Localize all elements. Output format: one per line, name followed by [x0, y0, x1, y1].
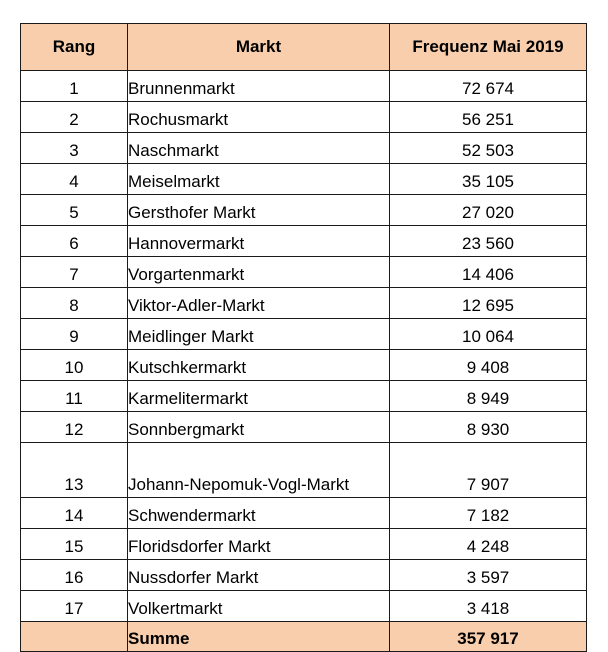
- table-row: 1 Brunnenmarkt 72 674: [20, 70, 587, 102]
- rank-cell: 9: [20, 318, 128, 350]
- sum-label: Summe: [127, 621, 390, 652]
- frequency-cell: 10 064: [389, 318, 587, 350]
- market-cell: Brunnenmarkt: [127, 70, 390, 102]
- frequency-cell: 8 930: [389, 411, 587, 443]
- frequency-cell: 52 503: [389, 132, 587, 164]
- table-row: 2 Rochusmarkt 56 251: [20, 101, 587, 133]
- header-market: Markt: [127, 23, 390, 71]
- market-cell: Gersthofer Markt: [127, 194, 390, 226]
- market-cell: Karmelitermarkt: [127, 380, 390, 412]
- market-cell: Kutschkermarkt: [127, 349, 390, 381]
- table-footer: Summe 357 917: [20, 621, 587, 652]
- rank-cell: 6: [20, 225, 128, 257]
- table-row: 5 Gersthofer Markt 27 020: [20, 194, 587, 226]
- frequency-cell: 7 907: [389, 442, 587, 498]
- market-cell: Naschmarkt: [127, 132, 390, 164]
- market-cell: Nussdorfer Markt: [127, 559, 390, 591]
- frequency-cell: 72 674: [389, 70, 587, 102]
- frequency-cell: 7 182: [389, 497, 587, 529]
- table-row: 15 Floridsdorfer Markt 4 248: [20, 528, 587, 560]
- rank-cell: 8: [20, 287, 128, 319]
- table-row: 14 Schwendermarkt 7 182: [20, 497, 587, 529]
- frequency-cell: 27 020: [389, 194, 587, 226]
- frequency-cell: 4 248: [389, 528, 587, 560]
- market-frequency-table: Rang Markt Frequenz Mai 2019 1 Brunnenma…: [20, 23, 587, 652]
- table-row: 4 Meiselmarkt 35 105: [20, 163, 587, 195]
- rank-cell: 17: [20, 590, 128, 622]
- rank-cell: 16: [20, 559, 128, 591]
- rank-cell: 7: [20, 256, 128, 288]
- rank-cell: 11: [20, 380, 128, 412]
- frequency-cell: 14 406: [389, 256, 587, 288]
- sum-rank-cell: [20, 621, 128, 652]
- market-cell: Viktor-Adler-Markt: [127, 287, 390, 319]
- table-row: 9 Meidlinger Markt 10 064: [20, 318, 587, 350]
- table-row: 17 Volkertmarkt 3 418: [20, 590, 587, 622]
- frequency-cell: 35 105: [389, 163, 587, 195]
- rank-cell: 10: [20, 349, 128, 381]
- table-row: 16 Nussdorfer Markt 3 597: [20, 559, 587, 591]
- table-row: 10 Kutschkermarkt 9 408: [20, 349, 587, 381]
- sum-total: 357 917: [389, 621, 587, 652]
- market-cell: Sonnbergmarkt: [127, 411, 390, 443]
- frequency-cell: 23 560: [389, 225, 587, 257]
- market-cell: Hannovermarkt: [127, 225, 390, 257]
- frequency-cell: 12 695: [389, 287, 587, 319]
- rank-cell: 13: [20, 442, 128, 498]
- table-row: 8 Viktor-Adler-Markt 12 695: [20, 287, 587, 319]
- header-frequency: Frequenz Mai 2019: [389, 23, 587, 71]
- table-row: 12 Sonnbergmarkt 8 930: [20, 411, 587, 443]
- rank-cell: 15: [20, 528, 128, 560]
- table-row: 7 Vorgartenmarkt 14 406: [20, 256, 587, 288]
- header-rank: Rang: [20, 23, 128, 71]
- table-row: 11 Karmelitermarkt 8 949: [20, 380, 587, 412]
- market-cell: Meiselmarkt: [127, 163, 390, 195]
- sum-row: Summe 357 917: [20, 621, 587, 652]
- market-cell: Meidlinger Markt: [127, 318, 390, 350]
- frequency-cell: 56 251: [389, 101, 587, 133]
- rank-cell: 12: [20, 411, 128, 443]
- frequency-cell: 3 418: [389, 590, 587, 622]
- table-row: 3 Naschmarkt 52 503: [20, 132, 587, 164]
- market-cell: Floridsdorfer Markt: [127, 528, 390, 560]
- market-cell: Rochusmarkt: [127, 101, 390, 133]
- table-row: 13 Johann-Nepomuk-Vogl-Markt 7 907: [20, 442, 587, 498]
- rank-cell: 14: [20, 497, 128, 529]
- frequency-cell: 3 597: [389, 559, 587, 591]
- rank-cell: 5: [20, 194, 128, 226]
- header-row: Rang Markt Frequenz Mai 2019: [20, 23, 587, 71]
- frequency-cell: 9 408: [389, 349, 587, 381]
- rank-cell: 3: [20, 132, 128, 164]
- market-cell: Schwendermarkt: [127, 497, 390, 529]
- rank-cell: 2: [20, 101, 128, 133]
- market-cell: Johann-Nepomuk-Vogl-Markt: [127, 442, 390, 498]
- market-cell: Vorgartenmarkt: [127, 256, 390, 288]
- rank-cell: 1: [20, 70, 128, 102]
- rank-cell: 4: [20, 163, 128, 195]
- table-row: 6 Hannovermarkt 23 560: [20, 225, 587, 257]
- market-cell: Volkertmarkt: [127, 590, 390, 622]
- frequency-cell: 8 949: [389, 380, 587, 412]
- table-header: Rang Markt Frequenz Mai 2019: [20, 23, 587, 71]
- table-body: 1 Brunnenmarkt 72 674 2 Rochusmarkt 56 2…: [20, 70, 587, 622]
